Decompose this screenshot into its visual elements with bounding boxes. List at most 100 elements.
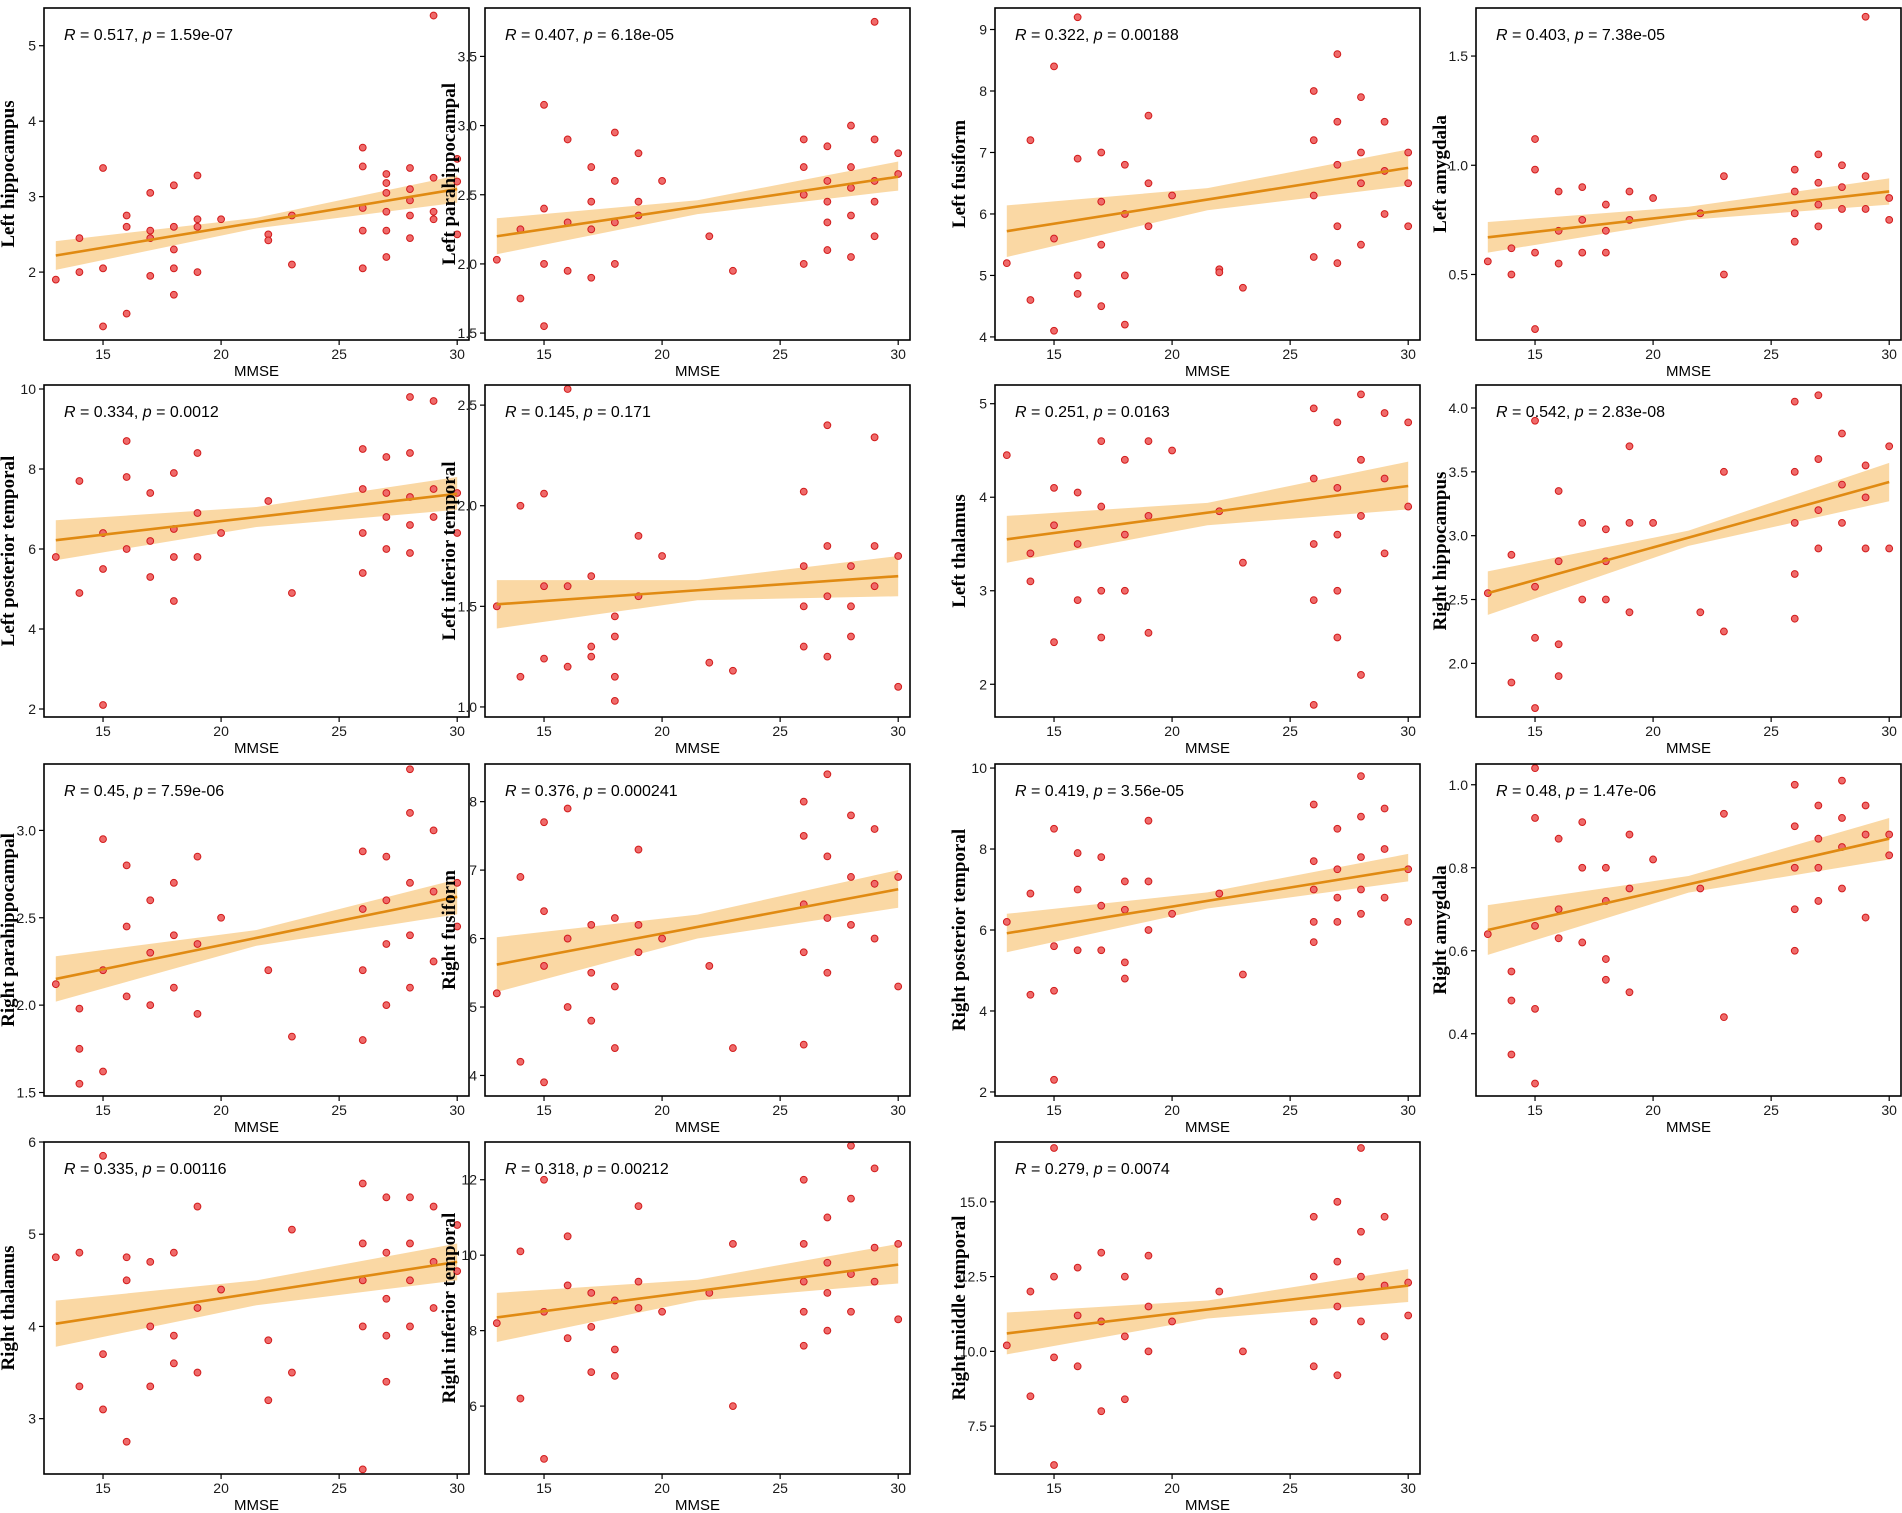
data-point — [540, 1175, 548, 1184]
data-point — [99, 701, 107, 709]
data-point — [1625, 608, 1634, 617]
y-tick-label: 2.0 — [458, 498, 478, 514]
y-tick-label: 3.5 — [1449, 464, 1469, 480]
data-point — [1790, 946, 1799, 955]
data-point — [516, 501, 525, 510]
data-point — [823, 852, 832, 861]
data-point — [1309, 700, 1318, 709]
data-point — [382, 188, 391, 197]
data-point — [1120, 1332, 1129, 1341]
data-point — [382, 453, 391, 461]
data-point — [382, 1001, 391, 1010]
data-point — [1333, 222, 1342, 231]
data-point — [382, 1331, 391, 1340]
correlation-stats: R = 0.419, p = 3.56e-05 — [1015, 783, 1184, 800]
data-point — [169, 245, 178, 254]
data-point — [1073, 1362, 1082, 1371]
data-point — [1578, 863, 1587, 872]
data-point — [1861, 12, 1870, 21]
data-point — [1073, 154, 1082, 163]
data-point — [1120, 905, 1129, 914]
data-point — [799, 487, 808, 496]
data-point — [406, 164, 414, 172]
y-tick-label: 2.5 — [458, 397, 478, 413]
y-tick-label: 2.5 — [1449, 592, 1469, 608]
data-point — [1333, 160, 1342, 169]
data-point — [1404, 502, 1413, 511]
data-point — [1554, 672, 1563, 681]
x-tick-label: 15 — [1046, 346, 1062, 362]
data-point — [1168, 1317, 1176, 1326]
data-point — [288, 1032, 296, 1041]
data-point — [516, 294, 525, 303]
data-point — [847, 1141, 855, 1150]
correlation-stats: R = 0.335, p = 0.00116 — [64, 1161, 227, 1178]
data-point — [870, 582, 879, 591]
x-tick-label: 25 — [1282, 723, 1298, 739]
data-point — [1790, 614, 1799, 623]
correlation-stats: R = 0.45, p = 7.59e-06 — [64, 783, 224, 800]
x-tick-label: 15 — [536, 1480, 552, 1496]
data-point — [1531, 1079, 1539, 1088]
data-point — [1720, 467, 1728, 476]
data-point — [1144, 1251, 1153, 1260]
data-point — [1531, 921, 1539, 930]
x-tick-label: 30 — [1400, 723, 1416, 739]
plot-area-frame — [43, 1141, 470, 1475]
y-tick-label: 6 — [28, 1134, 36, 1150]
data-point — [75, 268, 84, 276]
data-point — [1554, 557, 1563, 566]
plot-area-frame — [43, 384, 470, 718]
data-point — [429, 826, 438, 835]
data-point — [406, 549, 414, 557]
data-point — [382, 1248, 391, 1257]
data-point — [516, 1394, 525, 1403]
data-point — [1531, 325, 1539, 333]
data-point — [1309, 800, 1318, 809]
data-point — [610, 1372, 619, 1380]
data-point — [1483, 930, 1492, 939]
data-point — [563, 662, 572, 671]
data-point — [563, 582, 572, 591]
data-point — [1838, 480, 1846, 489]
data-point — [75, 1004, 84, 1013]
data-point — [1357, 1272, 1365, 1281]
data-point — [1215, 1287, 1224, 1296]
data-point — [870, 433, 879, 442]
data-point — [358, 847, 367, 856]
y-tick-label: 3.5 — [458, 48, 478, 64]
data-point — [870, 197, 879, 206]
y-tick-label: 4 — [28, 113, 36, 129]
x-tick-label: 25 — [1763, 723, 1779, 739]
data-point — [1309, 191, 1318, 200]
data-point — [1649, 855, 1657, 864]
data-point — [358, 1465, 367, 1474]
regression-line — [55, 895, 458, 981]
data-point — [894, 1315, 903, 1324]
data-point — [99, 1350, 107, 1359]
x-tick-label: 20 — [1164, 346, 1180, 362]
data-point — [870, 1164, 879, 1173]
data-point — [634, 920, 643, 929]
data-point — [610, 632, 619, 641]
x-tick-label: 20 — [213, 1102, 229, 1118]
data-point — [1073, 849, 1082, 857]
data-point — [1333, 1371, 1342, 1380]
x-tick-label: 15 — [95, 346, 111, 362]
confidence-band — [55, 477, 458, 561]
data-point — [847, 163, 855, 171]
data-point — [146, 1257, 155, 1266]
y-axis-label: Right parahippocampal — [0, 833, 19, 1027]
data-point — [1838, 776, 1846, 785]
regression-line — [1487, 190, 1890, 239]
chart-panel-2: 15 20 25 30 1.5 2.0 2.5 3.0 3.5 MMSE Left parahipp… — [439, 7, 911, 380]
data-point — [1404, 918, 1413, 926]
data-point — [358, 966, 367, 975]
data-point — [1026, 990, 1035, 999]
data-point — [799, 1175, 808, 1184]
data-point — [540, 322, 548, 331]
data-point — [1838, 814, 1846, 822]
y-tick-label: 15.0 — [960, 1194, 987, 1210]
data-point — [1309, 885, 1318, 894]
y-tick-label: 8 — [979, 841, 987, 857]
